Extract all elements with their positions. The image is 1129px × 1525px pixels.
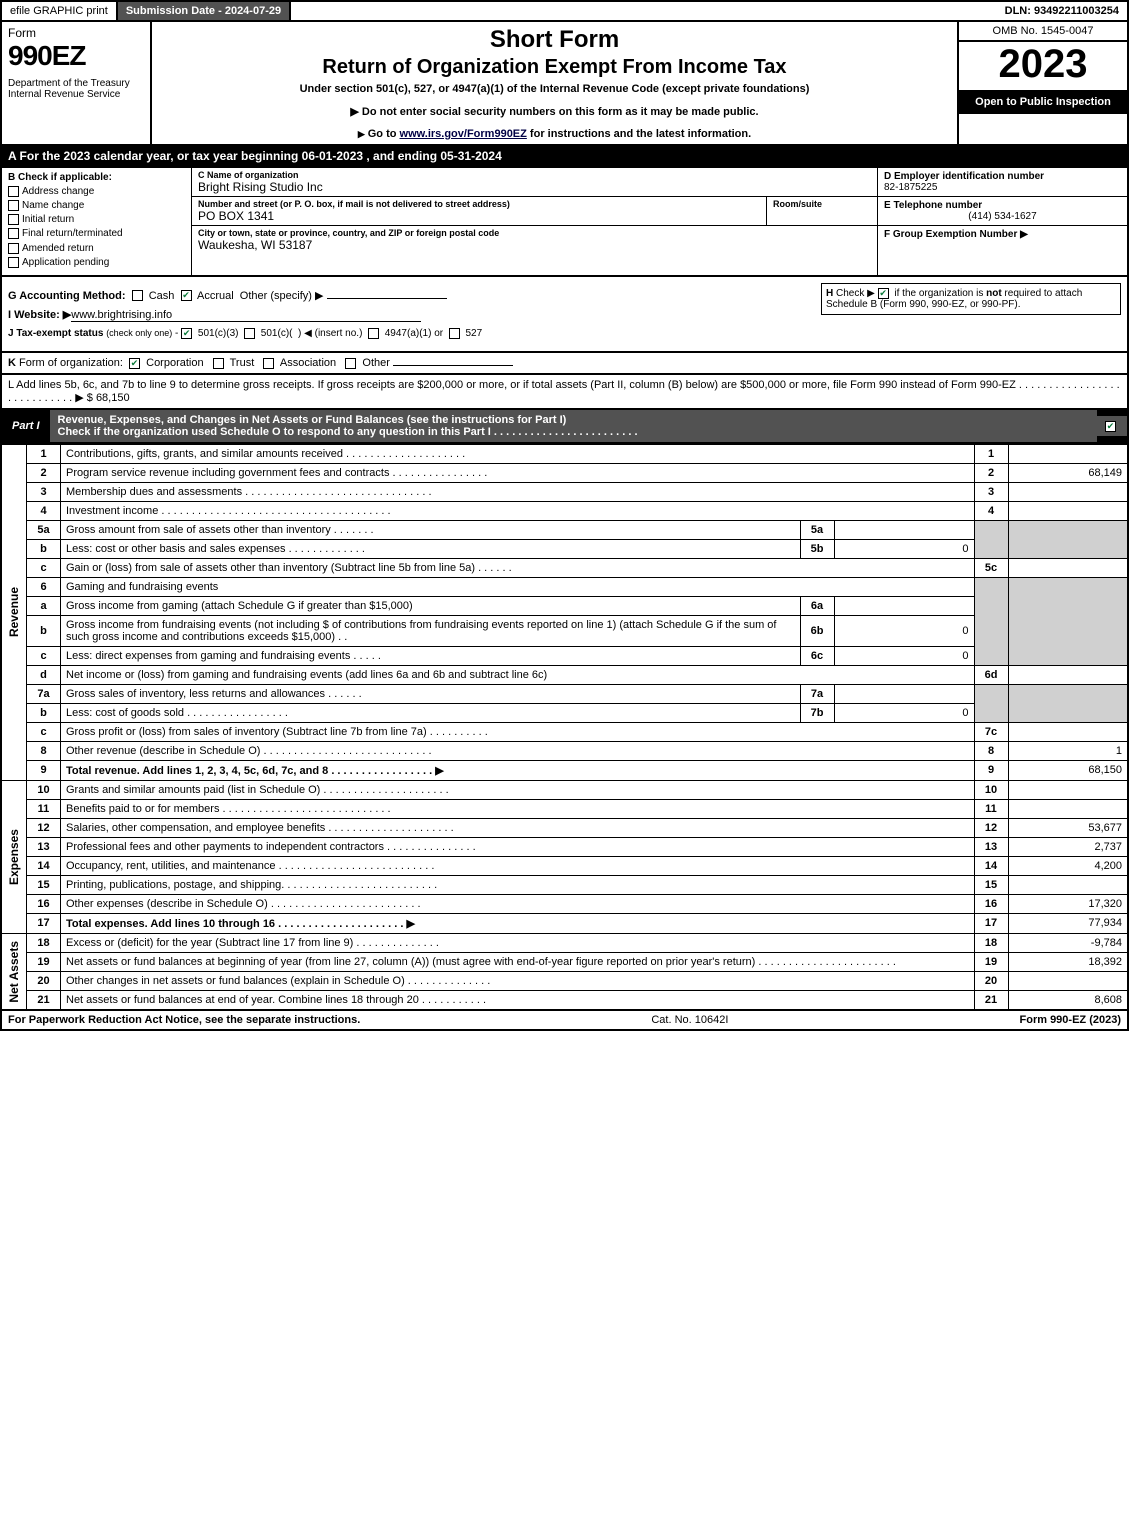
chk-final-return[interactable]: Final return/terminated xyxy=(8,228,185,239)
g-cash-chk[interactable] xyxy=(132,290,143,301)
top-bar: efile GRAPHIC print Submission Date - 20… xyxy=(0,0,1129,22)
group-exemption-cell: F Group Exemption Number ▶ xyxy=(878,226,1127,275)
lines-table: Revenue 1Contributions, gifts, grants, a… xyxy=(0,444,1129,1011)
k-corp-chk[interactable] xyxy=(129,358,140,369)
j-line: J Tax-exempt status (check only one) - 5… xyxy=(8,328,1121,339)
j-527-chk[interactable] xyxy=(449,328,460,339)
h-box: H Check ▶ if the organization is not req… xyxy=(821,283,1121,315)
k-trust-chk[interactable] xyxy=(213,358,224,369)
b-header: B Check if applicable: xyxy=(8,172,185,183)
tax-year: 2023 xyxy=(959,42,1127,90)
ssn-notice: ▶ Do not enter social security numbers o… xyxy=(160,105,949,118)
chk-amended-return[interactable]: Amended return xyxy=(8,243,185,254)
phone-cell: E Telephone number (414) 534-1627 xyxy=(878,197,1127,226)
part-i-tab: Part I xyxy=(2,416,50,436)
room-label: Room/suite xyxy=(773,199,871,209)
footer-right: Form 990-EZ (2023) xyxy=(1020,1014,1122,1026)
h-checkbox[interactable] xyxy=(878,288,889,299)
irs-link[interactable]: www.irs.gov/Form990EZ xyxy=(400,128,527,140)
org-name-value: Bright Rising Studio Inc xyxy=(198,180,871,194)
org-name-cell: C Name of organization Bright Rising Stu… xyxy=(192,168,877,197)
ein-value: 82-1875225 xyxy=(884,182,1121,193)
ein-cell: D Employer identification number 82-1875… xyxy=(878,168,1127,197)
col-b: B Check if applicable: Address change Na… xyxy=(2,168,192,275)
j-4947-chk[interactable] xyxy=(368,328,379,339)
k-assoc-chk[interactable] xyxy=(263,358,274,369)
row-k: K Form of organization: Corporation Trus… xyxy=(0,353,1129,375)
form-word: Form xyxy=(8,26,144,40)
netassets-label: Net Assets xyxy=(7,941,21,1003)
k-other-chk[interactable] xyxy=(345,358,356,369)
j-501c3-chk[interactable] xyxy=(181,328,192,339)
part-i-schedule-o-chk[interactable] xyxy=(1105,421,1116,432)
street-value: PO BOX 1341 xyxy=(198,209,760,223)
street-cell: Number and street (or P. O. box, if mail… xyxy=(192,197,767,225)
revenue-label: Revenue xyxy=(7,587,21,637)
col-c: C Name of organization Bright Rising Stu… xyxy=(192,168,877,275)
form-header: Form 990EZ Department of the Treasury In… xyxy=(0,22,1129,146)
goto-link[interactable]: Go to www.irs.gov/Form990EZ for instruct… xyxy=(160,128,949,140)
submission-date: Submission Date - 2024-07-29 xyxy=(118,2,291,20)
header-right: OMB No. 1545-0047 2023 Open to Public In… xyxy=(957,22,1127,144)
under-section: Under section 501(c), 527, or 4947(a)(1)… xyxy=(160,83,949,95)
street-label: Number and street (or P. O. box, if mail… xyxy=(198,199,760,209)
website-value[interactable]: www.brightrising.info xyxy=(71,309,421,322)
short-form-title: Short Form xyxy=(160,26,949,54)
group-exemption-label: F Group Exemption Number ▶ xyxy=(884,229,1121,240)
open-inspection: Open to Public Inspection xyxy=(959,90,1127,114)
footer: For Paperwork Reduction Act Notice, see … xyxy=(0,1011,1129,1031)
return-title: Return of Organization Exempt From Incom… xyxy=(160,56,949,79)
g-accrual-chk[interactable] xyxy=(181,290,192,301)
dept-label: Department of the Treasury Internal Reve… xyxy=(8,78,144,100)
city-value: Waukesha, WI 53187 xyxy=(198,238,871,252)
footer-left: For Paperwork Reduction Act Notice, see … xyxy=(8,1014,360,1026)
city-cell: City or town, state or province, country… xyxy=(192,226,877,254)
row-a-period: A For the 2023 calendar year, or tax yea… xyxy=(0,146,1129,168)
col-def: D Employer identification number 82-1875… xyxy=(877,168,1127,275)
chk-initial-return[interactable]: Initial return xyxy=(8,214,185,225)
header-left: Form 990EZ Department of the Treasury In… xyxy=(2,22,152,144)
l-text: L Add lines 5b, 6c, and 7b to line 9 to … xyxy=(8,379,1120,404)
footer-cat: Cat. No. 10642I xyxy=(360,1014,1019,1026)
part-i-header: Part I Revenue, Expenses, and Changes in… xyxy=(0,410,1129,444)
dln: DLN: 93492211003254 xyxy=(997,2,1127,20)
part-i-title: Revenue, Expenses, and Changes in Net As… xyxy=(50,410,1097,442)
omb-number: OMB No. 1545-0047 xyxy=(959,22,1127,42)
phone-value: (414) 534-1627 xyxy=(884,211,1121,222)
section-bcdef: B Check if applicable: Address change Na… xyxy=(0,168,1129,277)
j-501c-chk[interactable] xyxy=(244,328,255,339)
chk-address-change[interactable]: Address change xyxy=(8,186,185,197)
chk-name-change[interactable]: Name change xyxy=(8,200,185,211)
section-ghij: H Check ▶ if the organization is not req… xyxy=(0,277,1129,353)
row-l: L Add lines 5b, 6c, and 7b to line 9 to … xyxy=(0,375,1129,410)
expenses-label: Expenses xyxy=(7,829,21,885)
efile-label[interactable]: efile GRAPHIC print xyxy=(2,2,118,20)
g-other-input[interactable] xyxy=(327,298,447,299)
header-center: Short Form Return of Organization Exempt… xyxy=(152,22,957,144)
org-name-label: C Name of organization xyxy=(198,170,871,180)
l-value: $ 68,150 xyxy=(87,392,130,404)
ein-label: D Employer identification number xyxy=(884,171,1121,182)
k-other-input[interactable] xyxy=(393,365,513,366)
phone-label: E Telephone number xyxy=(884,200,1121,211)
room-cell: Room/suite xyxy=(767,197,877,225)
chk-application-pending[interactable]: Application pending xyxy=(8,257,185,268)
city-label: City or town, state or province, country… xyxy=(198,228,871,238)
form-number: 990EZ xyxy=(8,40,144,72)
